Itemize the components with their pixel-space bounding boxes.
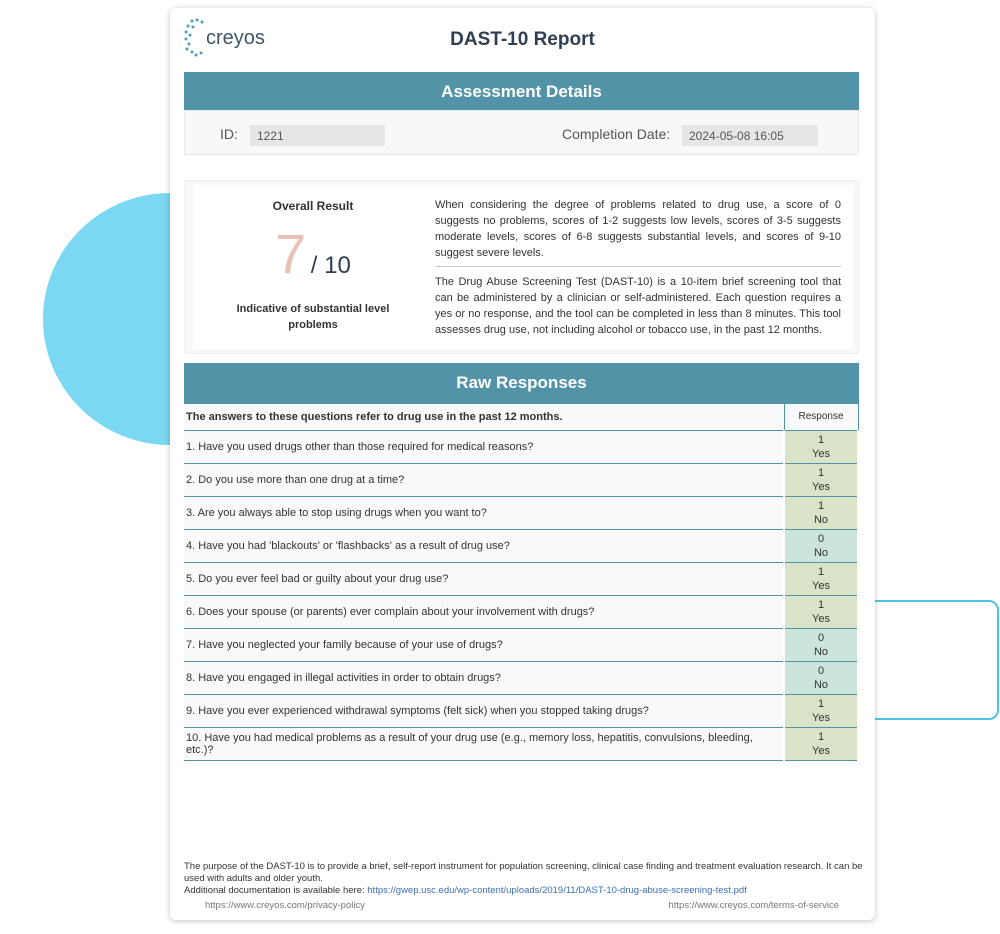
response-cell: 1 Yes bbox=[783, 595, 859, 629]
response-answer: Yes bbox=[812, 745, 830, 757]
report-card: creyos DAST-10 Report Assessment Details… bbox=[170, 8, 875, 920]
response-cell: 1 Yes bbox=[783, 727, 859, 761]
score-max: / 10 bbox=[310, 252, 351, 279]
logo-dots-icon bbox=[184, 18, 204, 57]
table-row: 5. Do you ever feel bad or guilty about … bbox=[184, 562, 859, 596]
question-text: 1. Have you used drugs other than those … bbox=[184, 430, 784, 464]
response-answer: Yes bbox=[812, 481, 830, 493]
page-title: DAST-10 Report bbox=[450, 29, 595, 50]
response-answer: No bbox=[813, 514, 829, 526]
response-cell: 1 No bbox=[783, 496, 859, 530]
logo-text: creyos bbox=[206, 26, 265, 49]
response-score: 1 bbox=[817, 566, 825, 578]
question-text: 5. Do you ever feel bad or guilty about … bbox=[184, 562, 784, 596]
assessment-details: ID: 1221 Completion Date: 2024-05-08 16:… bbox=[184, 110, 859, 155]
table-row: 1. Have you used drugs other than those … bbox=[184, 430, 859, 464]
question-text: 6. Does your spouse (or parents) ever co… bbox=[184, 595, 784, 629]
question-text: 3. Are you always able to stop using dru… bbox=[184, 496, 784, 530]
response-cell: 0 No bbox=[783, 529, 859, 563]
table-row: 6. Does your spouse (or parents) ever co… bbox=[184, 595, 859, 629]
response-score: 0 bbox=[817, 533, 825, 545]
terms-link[interactable]: https://www.creyos.com/terms-of-service bbox=[668, 900, 839, 911]
footer-notes: The purpose of the DAST-10 is to provide… bbox=[184, 861, 864, 897]
table-row: 7. Have you neglected your family becaus… bbox=[184, 628, 859, 662]
assessment-details-heading: Assessment Details bbox=[184, 72, 859, 111]
table-row: 9. Have you ever experienced withdrawal … bbox=[184, 694, 859, 728]
response-answer: No bbox=[813, 547, 829, 559]
table-header-row: The answers to these questions refer to … bbox=[184, 403, 859, 431]
divider bbox=[435, 266, 841, 267]
doc-label: Additional documentation is available he… bbox=[184, 885, 368, 896]
score-guide: When considering the degree of problems … bbox=[435, 199, 841, 259]
creyos-logo: creyos bbox=[184, 18, 265, 58]
question-text: 8. Have you engaged in illegal activitie… bbox=[184, 661, 784, 695]
id-field: 1221 bbox=[250, 125, 385, 146]
test-description: The Drug Abuse Screening Test (DAST-10) … bbox=[435, 276, 841, 336]
response-cell: 0 No bbox=[783, 661, 859, 695]
table-row: 10. Have you had medical problems as a r… bbox=[184, 727, 859, 761]
overall-result-panel: Overall Result 7 / 10 Indicative of subs… bbox=[184, 180, 859, 354]
response-cell: 1 Yes bbox=[783, 463, 859, 497]
table-row: 2. Do you use more than one drug at a ti… bbox=[184, 463, 859, 497]
response-cell: 1 Yes bbox=[783, 430, 859, 464]
response-header: Response bbox=[783, 403, 859, 431]
response-cell: 0 No bbox=[783, 628, 859, 662]
question-text: 7. Have you neglected your family becaus… bbox=[184, 628, 784, 662]
response-answer: Yes bbox=[812, 448, 830, 460]
response-score: 0 bbox=[817, 632, 825, 644]
completion-date-field: 2024-05-08 16:05 bbox=[682, 125, 818, 146]
question-text: 2. Do you use more than one drug at a ti… bbox=[184, 463, 784, 497]
table-intro: The answers to these questions refer to … bbox=[184, 403, 784, 431]
question-text: 10. Have you had medical problems as a r… bbox=[184, 727, 784, 761]
response-answer: Yes bbox=[812, 580, 830, 592]
completion-date-label: Completion Date: bbox=[562, 126, 671, 142]
purpose-text: The purpose of the DAST-10 is to provide… bbox=[184, 861, 863, 884]
response-score: 0 bbox=[817, 665, 825, 677]
id-label: ID: bbox=[220, 126, 238, 142]
table-row: 3. Are you always able to stop using dru… bbox=[184, 496, 859, 530]
raw-responses-heading: Raw Responses bbox=[184, 363, 859, 403]
interpretation: Indicative of substantial level problems bbox=[236, 303, 390, 331]
response-answer: Yes bbox=[812, 712, 830, 724]
responses-table: The answers to these questions refer to … bbox=[184, 403, 859, 761]
response-answer: No bbox=[813, 679, 829, 691]
response-cell: 1 Yes bbox=[783, 694, 859, 728]
response-score: 1 bbox=[817, 698, 825, 710]
overall-result-label: Overall Result bbox=[272, 199, 354, 213]
question-text: 9. Have you ever experienced withdrawal … bbox=[184, 694, 784, 728]
question-text: 4. Have you had 'blackouts' or 'flashbac… bbox=[184, 529, 784, 563]
response-cell: 1 Yes bbox=[783, 562, 859, 596]
response-answer: Yes bbox=[812, 613, 830, 625]
response-score: 1 bbox=[817, 500, 825, 512]
response-score: 1 bbox=[817, 434, 825, 446]
response-answer: No bbox=[813, 646, 829, 658]
privacy-link[interactable]: https://www.creyos.com/privacy-policy bbox=[205, 900, 365, 911]
response-score: 1 bbox=[817, 731, 825, 743]
response-score: 1 bbox=[817, 467, 825, 479]
doc-link[interactable]: https://gwep.usc.edu/wp-content/uploads/… bbox=[367, 885, 747, 896]
score-value: 7 bbox=[275, 222, 307, 285]
table-row: 4. Have you had 'blackouts' or 'flashbac… bbox=[184, 529, 859, 563]
table-row: 8. Have you engaged in illegal activitie… bbox=[184, 661, 859, 695]
response-score: 1 bbox=[817, 599, 825, 611]
